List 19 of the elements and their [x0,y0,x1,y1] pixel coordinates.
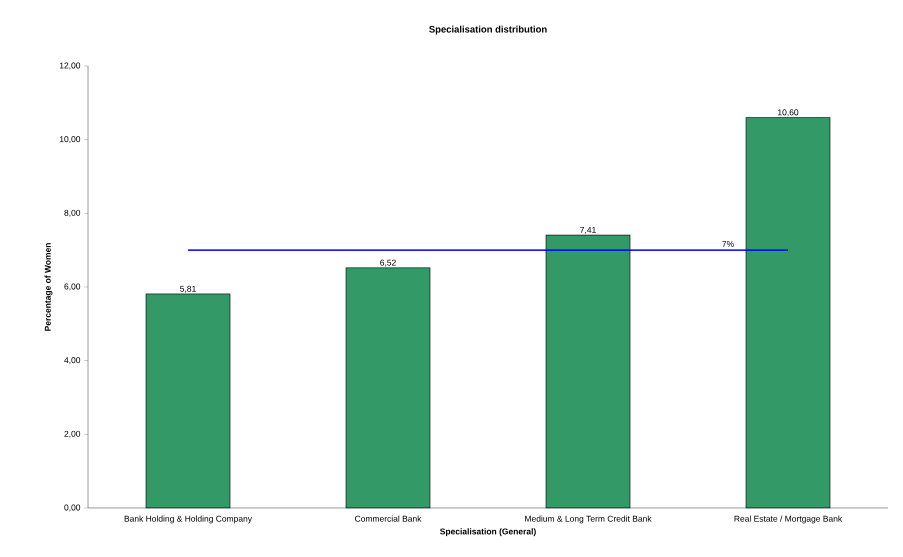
data-label: 10,60 [778,109,798,116]
x-tick-label: Commercial Bank [355,516,422,522]
y-axis-title: Percentage of Women [44,243,52,331]
x-tick-label: Medium & Long Term Credit Bank [525,516,652,524]
y-tick-label: 6,00 [64,283,80,290]
y-tick-label: 2,00 [64,430,80,438]
data-label: 6,52 [380,260,396,267]
y-tick-label: 12,00 [60,62,80,70]
y-tick-label: 8,00 [64,210,80,217]
y-tick-label: 0,00 [64,504,80,512]
y-tick-label: 4,00 [64,357,80,364]
x-tick-label: Real Estate / Mortgage Bank [734,516,842,524]
x-axis-title: Specialisation (General) [440,528,536,536]
data-label: 5,81 [180,286,196,293]
ref-line-label: 7% [722,241,734,247]
chart-title: Specialisation distribution [429,26,547,34]
x-tick-label: Bank Holding & Holding Company [124,516,252,524]
data-label: 7,41 [580,226,596,234]
y-tick-label: 10,00 [60,136,80,144]
